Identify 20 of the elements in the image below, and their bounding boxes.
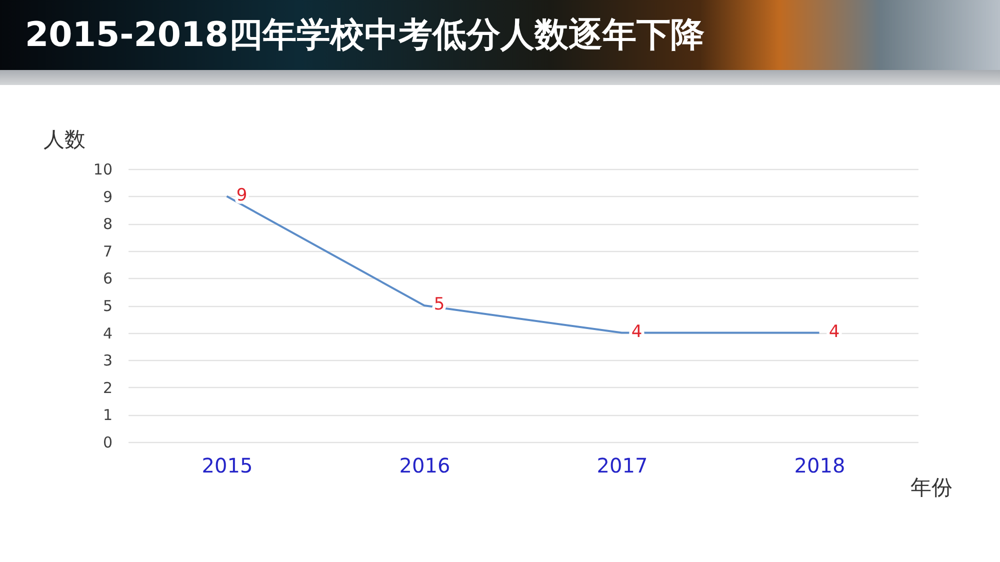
x-tick-label: 2016	[399, 454, 450, 478]
y-tick-label: 8	[102, 215, 112, 234]
y-tick-label: 9	[102, 188, 112, 206]
x-tick-label: 2018	[794, 454, 846, 478]
y-tick-label: 2	[102, 378, 112, 397]
chart-title: 2015-2018四年学校中考低分人数逐年下降	[25, 14, 704, 57]
y-tick-label: 0	[102, 434, 112, 452]
y-tick-label: 3	[102, 352, 112, 370]
data-label: 4	[828, 322, 840, 342]
y-tick-label: 5	[102, 297, 112, 315]
x-tick-label: 2015	[202, 454, 253, 478]
y-tick-label: 6	[102, 270, 112, 288]
y-axis-title: 人数	[44, 128, 86, 152]
data-label: 9	[236, 185, 248, 206]
y-tick-label: 4	[102, 324, 112, 342]
x-axis-title: 年份	[910, 476, 952, 500]
y-tick-label: 1	[102, 406, 112, 424]
x-tick-label: 2017	[596, 454, 648, 478]
y-tick-label: 7	[102, 242, 112, 260]
y-tick-label: 10	[93, 160, 112, 178]
